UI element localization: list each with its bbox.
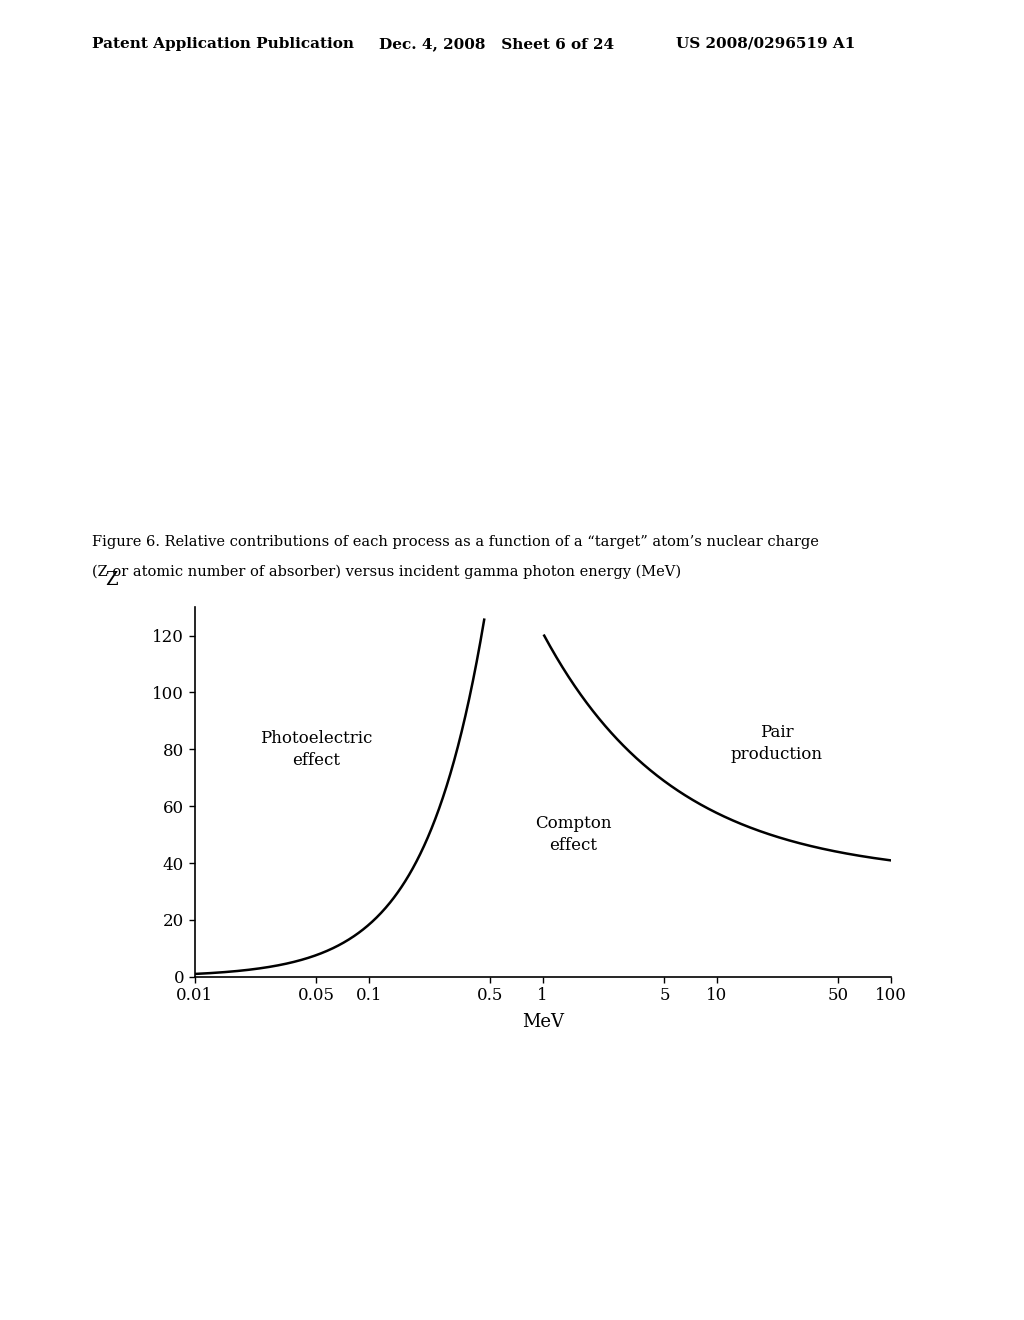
- Text: Z: Z: [104, 570, 118, 589]
- Text: Compton
effect: Compton effect: [536, 814, 611, 854]
- Text: Patent Application Publication: Patent Application Publication: [92, 37, 354, 51]
- Text: Dec. 4, 2008   Sheet 6 of 24: Dec. 4, 2008 Sheet 6 of 24: [379, 37, 614, 51]
- Text: Photoelectric
effect: Photoelectric effect: [260, 730, 373, 770]
- X-axis label: MeV: MeV: [521, 1012, 564, 1031]
- Text: US 2008/0296519 A1: US 2008/0296519 A1: [676, 37, 855, 51]
- Text: Pair
production: Pair production: [730, 725, 822, 763]
- Text: Figure 6. Relative contributions of each process as a function of a “target” ato: Figure 6. Relative contributions of each…: [92, 535, 819, 549]
- Text: (Z or atomic number of absorber) versus incident gamma photon energy (MeV): (Z or atomic number of absorber) versus …: [92, 565, 681, 579]
